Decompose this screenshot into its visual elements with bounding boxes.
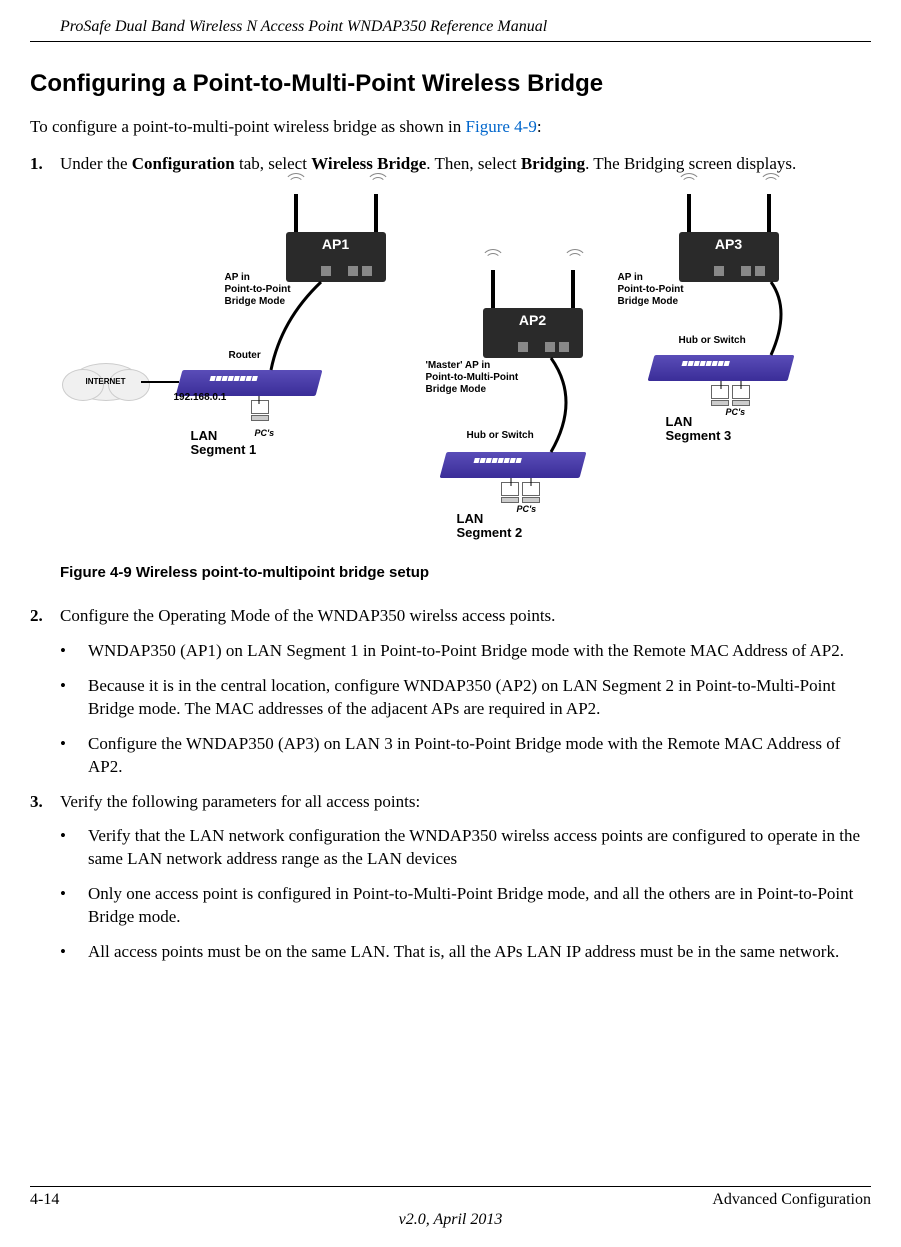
section-heading: Configuring a Point-to-Multi-Point Wirel… (0, 42, 901, 112)
page-number: 4-14 (30, 1191, 59, 1209)
ap1-label: AP1 (322, 236, 349, 252)
bullet-text: WNDAP350 (AP1) on LAN Segment 1 in Point… (88, 640, 871, 663)
step-content: Verify the following parameters for all … (60, 791, 871, 814)
ap2-device: AP2 (483, 308, 583, 358)
lan2-label: LAN Segment 2 PC's (457, 498, 523, 555)
bullet-item: • Only one access point is configured in… (0, 877, 901, 935)
ap2-label: AP2 (519, 312, 546, 328)
hub-switch-3 (647, 355, 794, 381)
bullet-text: Because it is in the central location, c… (88, 675, 871, 721)
bullet-item: • Because it is in the central location,… (0, 669, 901, 727)
footer-section: Advanced Configuration (712, 1191, 871, 1209)
page-footer: 4-14 Advanced Configuration v2.0, April … (30, 1186, 871, 1229)
network-diagram: INTERNET AP1 AP in Point-to-Point Bridge… (71, 190, 831, 550)
ap2-mode-label: 'Master' AP in Point-to-Multi-Point Brid… (426, 360, 519, 396)
step-3: 3. Verify the following parameters for a… (0, 785, 901, 820)
intro-suffix: : (537, 117, 542, 136)
hub-switch-2 (439, 452, 586, 478)
lan3-label: LAN Segment 3 PC's (666, 401, 732, 458)
step-content: Configure the Operating Mode of the WNDA… (60, 605, 871, 628)
ap1-mode-label: AP in Point-to-Point Bridge Mode (225, 272, 291, 308)
bullet-item: • Verify that the LAN network configurat… (0, 819, 901, 877)
hub-switch-3-label: Hub or Switch (679, 335, 746, 347)
step-content: Under the Configuration tab, select Wire… (60, 153, 871, 176)
bullet-item: • Configure the WNDAP350 (AP3) on LAN 3 … (0, 727, 901, 785)
step-number: 1. (30, 153, 60, 176)
ip-label: 192.168.0.1 (174, 392, 227, 404)
figure-link[interactable]: Figure 4-9 (466, 117, 537, 136)
intro-prefix: To configure a point-to-multi-point wire… (30, 117, 466, 136)
ap1-device: AP1 (286, 232, 386, 282)
router-label: Router (229, 350, 261, 362)
internet-cloud: INTERNET (71, 363, 141, 401)
bullet-item: • All access points must be on the same … (0, 935, 901, 970)
step-2: 2. Configure the Operating Mode of the W… (0, 599, 901, 634)
bullet-text: Only one access point is configured in P… (88, 883, 871, 929)
intro-paragraph: To configure a point-to-multi-point wire… (0, 112, 901, 147)
figure-caption: Figure 4-9 Wireless point-to-multipoint … (0, 554, 901, 599)
ap3-mode-label: AP in Point-to-Point Bridge Mode (618, 272, 684, 308)
bullet-text: All access points must be on the same LA… (88, 941, 871, 964)
bullet-text: Configure the WNDAP350 (AP3) on LAN 3 in… (88, 733, 871, 779)
bullet-text: Verify that the LAN network configuratio… (88, 825, 871, 871)
hub-switch-2-label: Hub or Switch (467, 430, 534, 442)
document-header: ProSafe Dual Band Wireless N Access Poin… (30, 0, 871, 42)
lan1-label: LAN Segment 1 PC's (191, 415, 257, 472)
step-number: 3. (30, 791, 60, 814)
ap3-device: AP3 (679, 232, 779, 282)
ap3-label: AP3 (715, 236, 742, 252)
step-number: 2. (30, 605, 60, 628)
footer-version: v2.0, April 2013 (30, 1211, 871, 1229)
internet-label: INTERNET (72, 377, 140, 386)
bullet-item: • WNDAP350 (AP1) on LAN Segment 1 in Poi… (0, 634, 901, 669)
